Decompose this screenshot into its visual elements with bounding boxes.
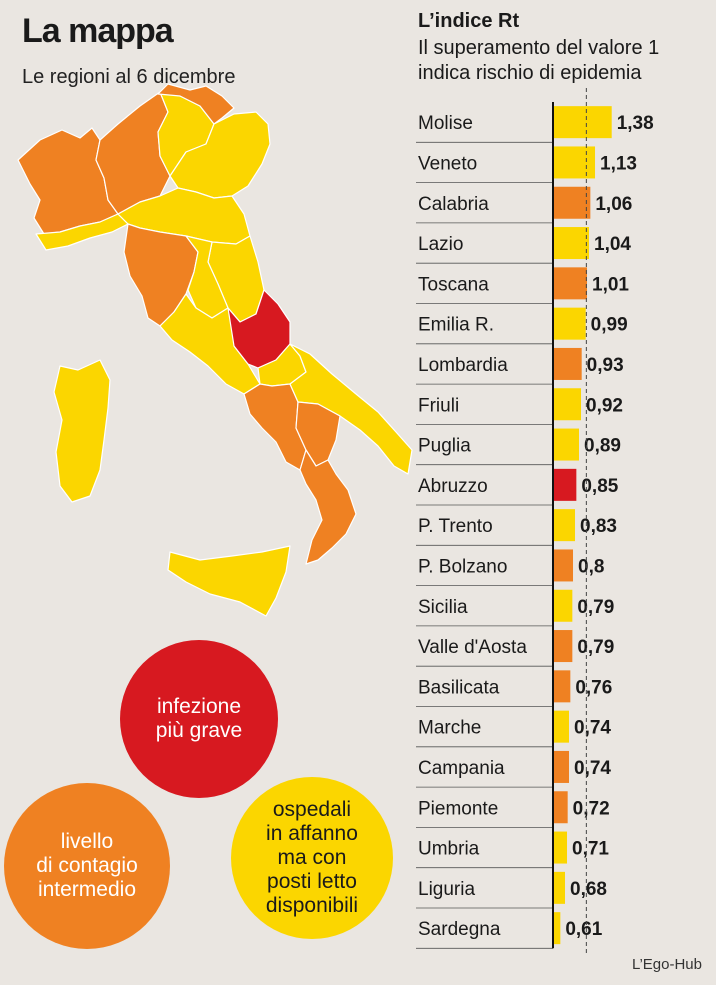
category-label: P. Bolzano (418, 556, 507, 577)
bar (553, 710, 570, 743)
value-label: 0,89 (584, 436, 621, 457)
value-label: 0,72 (573, 798, 610, 819)
bar (553, 186, 591, 219)
legend-orange-line: intermedio (37, 878, 137, 901)
value-label: 0,61 (565, 919, 602, 940)
value-label: 0,83 (580, 516, 617, 537)
category-label: Campania (418, 758, 505, 779)
legend-red-line: infezione (156, 695, 242, 718)
bar (553, 912, 561, 945)
bar (553, 670, 571, 703)
legend-red-line: più grave (155, 719, 243, 742)
bar (553, 106, 612, 139)
bar (553, 831, 568, 864)
region-veneto (169, 111, 271, 199)
category-label: Sardegna (418, 919, 501, 940)
value-label: 0,99 (591, 315, 628, 336)
category-label: P. Trento (418, 516, 493, 537)
category-label: Emilia R. (418, 315, 494, 336)
category-label: Puglia (418, 436, 471, 457)
value-label: 1,04 (594, 234, 631, 255)
bar (553, 267, 588, 300)
value-label: 0,93 (587, 355, 624, 376)
value-label: 0,79 (577, 637, 614, 658)
category-label: Sicilia (418, 597, 468, 618)
bar (553, 509, 576, 542)
bar (553, 347, 582, 380)
value-label: 0,74 (574, 758, 611, 779)
category-label: Friuli (418, 395, 459, 416)
value-label: 0,71 (572, 839, 609, 860)
category-label: Lazio (418, 234, 463, 255)
region-sicilia (167, 545, 291, 617)
region-puglia (289, 343, 413, 475)
value-label: 1,13 (600, 153, 637, 174)
value-label: 0,76 (575, 677, 612, 698)
value-label: 0,8 (578, 556, 604, 577)
value-label: 0,92 (586, 395, 623, 416)
value-label: 0,85 (581, 476, 618, 497)
bar (553, 791, 568, 824)
map-subtitle: Le regioni al 6 dicembre (22, 66, 236, 88)
legend-orange-line: di contagio (36, 854, 138, 877)
bar (553, 871, 566, 904)
category-label: Marche (418, 718, 481, 739)
bar (553, 146, 596, 179)
value-label: 1,06 (595, 194, 632, 215)
category-label: Veneto (418, 153, 477, 174)
legend-yellow-line: ma con (277, 846, 347, 869)
bar (553, 630, 573, 663)
chart-subtitle-line: indica rischio di epidemia (418, 62, 642, 84)
legend-orange-bubble: livello di contagio intermedio (4, 783, 170, 949)
category-label: Lombardia (418, 355, 508, 376)
value-label: 1,38 (617, 113, 654, 134)
legend-yellow-bubble: ospedali in affanno ma con posti letto dispo… (231, 777, 393, 939)
category-label: Abruzzo (418, 476, 488, 497)
category-label: Liguria (418, 879, 475, 900)
bar (553, 307, 586, 340)
legend-yellow-line: ospedali (272, 798, 352, 821)
region-sardegna (53, 359, 111, 503)
value-label: 0,74 (574, 718, 611, 739)
category-label: Umbria (418, 839, 480, 860)
legend-orange-line: livello (60, 830, 114, 853)
value-label: 0,79 (577, 597, 614, 618)
legend-yellow-line: posti letto (267, 870, 357, 893)
value-label: 1,01 (592, 274, 629, 295)
chart-title: L’indice Rt (418, 10, 520, 32)
category-label: Piemonte (418, 798, 498, 819)
category-label: Basilicata (418, 677, 500, 698)
map-title: La mappa (22, 12, 174, 50)
legend-yellow-line: disponibili (265, 894, 359, 917)
legend-yellow-line: in affanno (266, 822, 358, 845)
italy-map (17, 83, 413, 617)
legend-red-bubble: infezione più grave (120, 640, 278, 798)
category-label: Toscana (418, 274, 489, 295)
bar (553, 549, 574, 582)
region-bolzano (157, 83, 235, 125)
bar (553, 750, 570, 783)
bar (553, 428, 580, 461)
value-label: 0,68 (570, 879, 607, 900)
category-label: Calabria (418, 194, 489, 215)
category-label: Molise (418, 113, 473, 134)
bar (553, 589, 573, 622)
category-label: Valle d'Aosta (418, 637, 527, 658)
bar (553, 388, 582, 421)
chart-subtitle-line: Il superamento del valore 1 (418, 37, 660, 59)
credit: L’Ego-Hub (631, 956, 702, 973)
bar (553, 468, 577, 501)
region-abruzzo (227, 289, 291, 369)
region-calabria (299, 449, 357, 565)
bar (553, 227, 590, 260)
